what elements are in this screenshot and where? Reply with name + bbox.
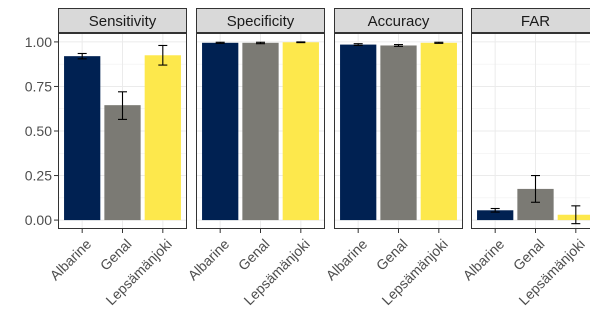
y-tick-label: 0.50 [25, 123, 52, 139]
panel-data [477, 174, 590, 225]
bar-genal [380, 45, 417, 221]
panel-data [340, 41, 457, 221]
facet-strip [471, 8, 590, 33]
panel-data [202, 41, 319, 221]
y-tick-label: 0.00 [25, 212, 52, 228]
y-tick-label: 1.00 [25, 34, 52, 50]
facet-strip-label: Sensitivity [89, 13, 157, 30]
x-tick-label-genal: Genal [235, 236, 273, 274]
x-tick-label-genal: Genal [510, 236, 548, 274]
x-tick-label-albarine: Albarine [185, 236, 233, 284]
x-tick-label-albarine: Albarine [460, 236, 508, 284]
bar-lepsämänjoki [420, 42, 457, 221]
y-tick-label: 0.25 [25, 168, 52, 184]
facet-strip [334, 8, 463, 33]
panel-border [471, 33, 590, 229]
facet-strip-label: Accuracy [368, 13, 430, 30]
y-axis: 0.00 0.25 0.50 0.75 1.00 [25, 34, 58, 228]
bar-albarine [340, 44, 377, 221]
panel-border [196, 33, 325, 229]
x-tick-label-genal: Genal [373, 236, 411, 274]
bar-lepsämänjoki [144, 55, 181, 221]
bar-albarine [477, 210, 514, 221]
bar-albarine [202, 42, 239, 221]
bar-genal [242, 42, 279, 221]
panel-border [58, 33, 187, 229]
y-tick-label: 0.75 [25, 78, 52, 94]
facet-strip-label: Specificity [227, 13, 295, 30]
bar-genal [104, 105, 141, 221]
bar-lepsämänjoki [557, 214, 590, 221]
panel-border [334, 33, 463, 229]
facet-strip [58, 8, 187, 33]
bar-albarine [64, 56, 101, 221]
panel-data [64, 44, 181, 221]
facet-strip [196, 8, 325, 33]
facet-strip-label: FAR [521, 13, 550, 30]
x-tick-label-genal: Genal [97, 236, 135, 274]
bar-lepsämänjoki [282, 42, 319, 221]
x-tick-label-albarine: Albarine [47, 236, 95, 284]
x-tick-label-albarine: Albarine [323, 236, 371, 284]
